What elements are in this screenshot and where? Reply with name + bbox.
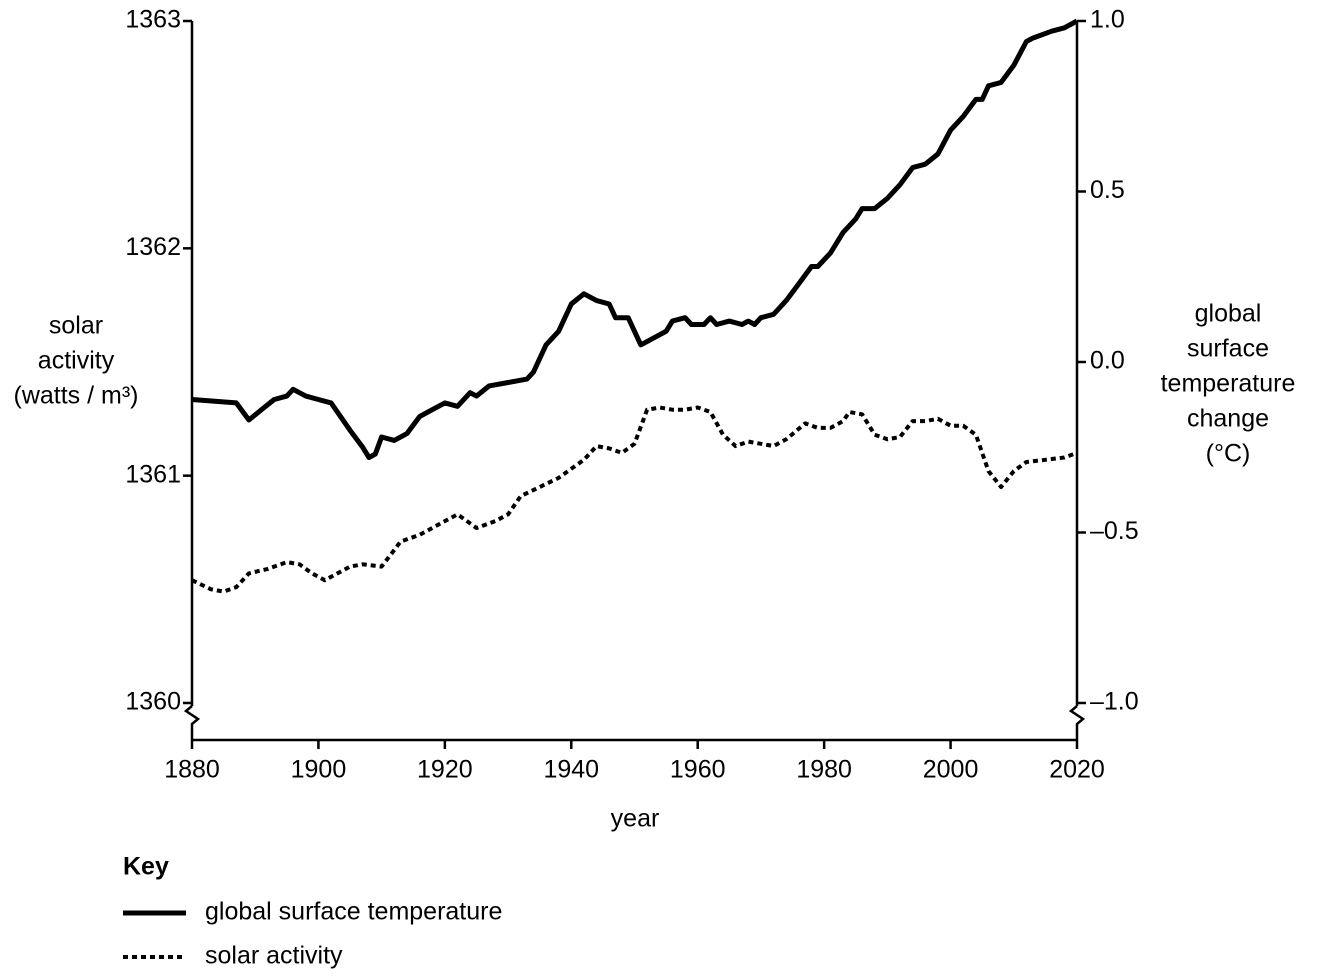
x-tick-label: 2000 (923, 756, 979, 784)
y2-axis-label: surface (1187, 335, 1269, 363)
legend-title: Key (123, 853, 169, 881)
series-line (191, 405, 1078, 594)
y-tick-label: 1360 (125, 688, 181, 716)
y2-tick-label: –1.0 (1090, 688, 1139, 716)
y2-tick-label: 0.5 (1090, 176, 1125, 204)
y2-axis-label: change (1187, 405, 1269, 433)
series-line (191, 18, 1079, 460)
y-axis-label: activity (38, 347, 115, 375)
y-tick-label: 1362 (125, 233, 181, 261)
y2-tick-label: 0.0 (1090, 347, 1125, 375)
legend-label: global surface temperature (205, 898, 502, 926)
x-tick-label: 1880 (164, 756, 220, 784)
y2-tick-label: –0.5 (1090, 517, 1139, 545)
x-tick-label: 1940 (543, 756, 599, 784)
x-tick-label: 1980 (796, 756, 852, 784)
y2-axis-label: (°C) (1206, 440, 1251, 468)
legend-label: solar activity (205, 942, 343, 970)
axes (183, 21, 1086, 742)
y-tick-label: 1363 (125, 6, 181, 34)
x-tick-label: 1900 (291, 756, 347, 784)
y-axis-label: solar (49, 312, 103, 340)
y-axis-label: (watts / m³) (14, 382, 139, 410)
x-tick-label: 1960 (670, 756, 726, 784)
x-tick-label: 2020 (1049, 756, 1105, 784)
axis-break (1068, 705, 1086, 740)
axis-break (183, 705, 201, 740)
y2-tick-label: 1.0 (1090, 6, 1125, 34)
x-axis-label: year (611, 805, 660, 833)
x-tick-label: 1920 (417, 756, 473, 784)
y2-axis-label: global (1195, 300, 1262, 328)
y-tick-label: 1361 (125, 460, 181, 488)
y2-axis-label: temperature (1161, 370, 1296, 398)
